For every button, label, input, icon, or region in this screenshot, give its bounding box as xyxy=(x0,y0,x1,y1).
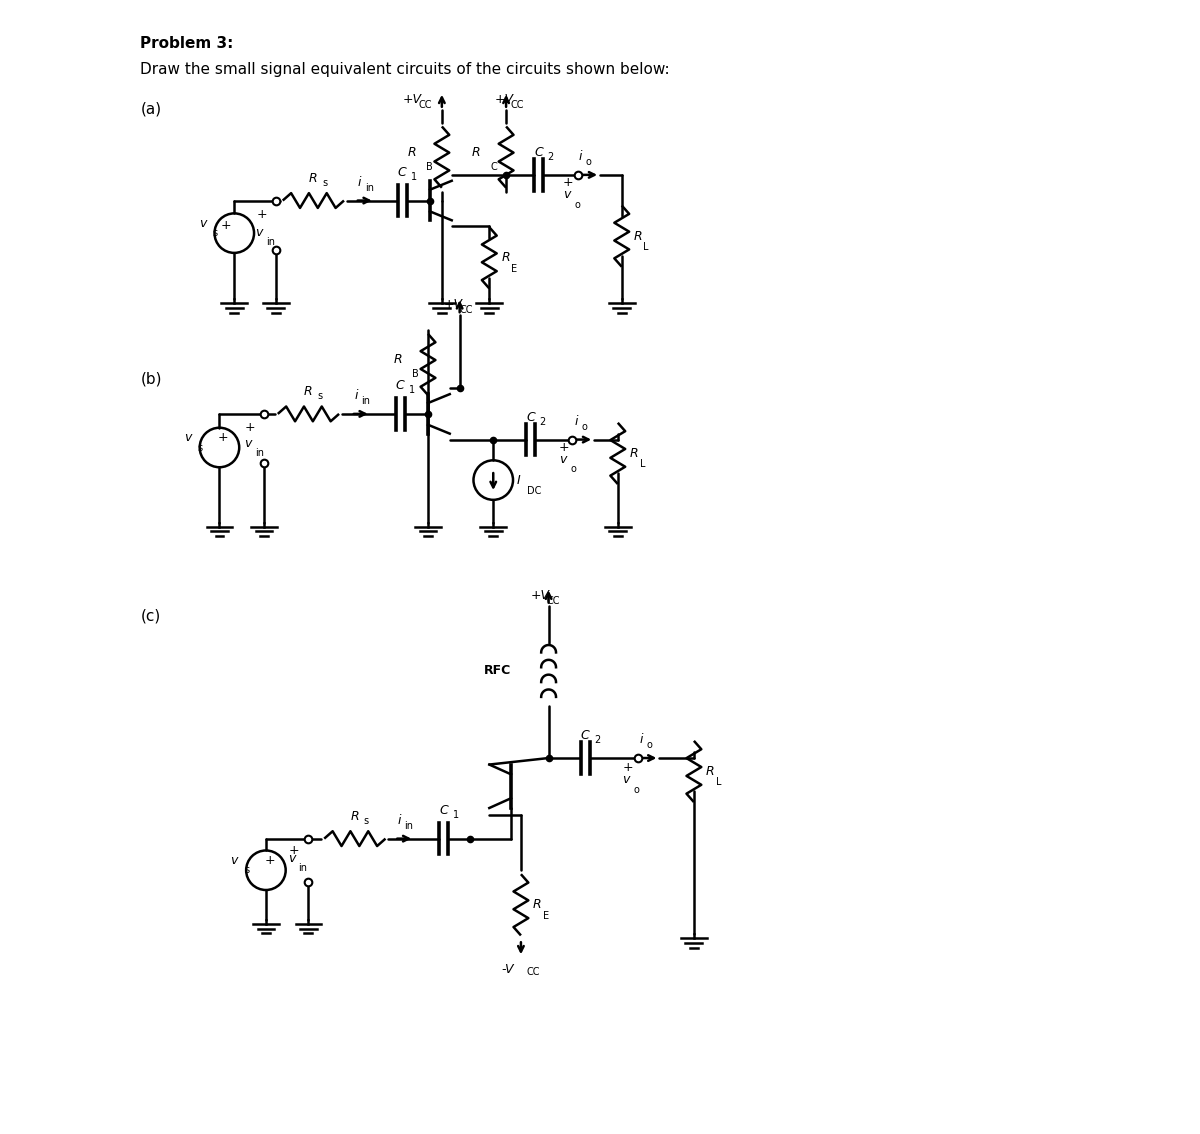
Text: C: C xyxy=(581,729,589,743)
Text: s: s xyxy=(317,391,323,401)
Text: CC: CC xyxy=(460,305,473,315)
Text: R: R xyxy=(394,353,402,366)
Text: E: E xyxy=(511,264,517,273)
Text: o: o xyxy=(586,156,592,167)
Text: v: v xyxy=(230,854,238,866)
Text: v: v xyxy=(184,431,192,445)
Text: R: R xyxy=(533,898,541,912)
Text: v: v xyxy=(288,852,295,865)
Text: s: s xyxy=(212,228,217,238)
Text: i: i xyxy=(397,814,401,827)
Text: +: + xyxy=(218,431,229,445)
Text: C: C xyxy=(439,804,449,816)
Text: C: C xyxy=(398,166,407,179)
Text: v: v xyxy=(622,773,629,786)
Text: i: i xyxy=(578,150,582,163)
Text: +: + xyxy=(245,421,256,434)
Text: in: in xyxy=(361,396,370,406)
Text: R: R xyxy=(304,386,313,398)
Text: o: o xyxy=(575,200,580,210)
Text: B: B xyxy=(426,162,433,172)
Text: R: R xyxy=(502,252,510,264)
Text: +V: +V xyxy=(494,93,514,105)
Text: in: in xyxy=(404,821,413,831)
Text: +: + xyxy=(221,219,232,231)
Text: +: + xyxy=(563,176,574,189)
Text: 1: 1 xyxy=(412,171,418,181)
Text: +: + xyxy=(623,761,632,775)
Text: i: i xyxy=(358,176,361,188)
Text: L: L xyxy=(640,459,646,469)
Text: o: o xyxy=(570,464,576,474)
Text: s: s xyxy=(198,442,203,452)
Text: v: v xyxy=(245,437,252,450)
Text: I: I xyxy=(517,474,521,486)
Text: 2: 2 xyxy=(594,735,600,745)
Text: E: E xyxy=(542,911,548,921)
Text: -V: -V xyxy=(502,963,514,976)
Text: s: s xyxy=(364,815,368,826)
Text: +V: +V xyxy=(530,589,550,601)
Text: (a): (a) xyxy=(140,102,162,117)
Text: C: C xyxy=(534,146,544,159)
Text: Problem 3:: Problem 3: xyxy=(140,35,234,51)
Text: +V: +V xyxy=(402,93,421,105)
Text: s: s xyxy=(244,865,250,875)
Text: i: i xyxy=(575,415,578,428)
Text: +: + xyxy=(559,441,570,454)
Text: L: L xyxy=(715,778,721,787)
Text: +: + xyxy=(257,208,268,221)
Text: +: + xyxy=(288,844,299,857)
Text: R: R xyxy=(706,765,714,778)
Text: CC: CC xyxy=(547,595,560,606)
Text: s: s xyxy=(323,178,328,188)
Text: DC: DC xyxy=(527,486,541,496)
Text: i: i xyxy=(354,389,358,403)
Text: CC: CC xyxy=(418,100,432,110)
Text: o: o xyxy=(647,741,653,750)
Text: Draw the small signal equivalent circuits of the circuits shown below:: Draw the small signal equivalent circuit… xyxy=(140,62,670,77)
Text: C: C xyxy=(527,411,535,424)
Text: (b): (b) xyxy=(140,372,162,387)
Text: v: v xyxy=(563,188,570,201)
Text: o: o xyxy=(634,785,640,795)
Text: (c): (c) xyxy=(140,609,161,624)
Text: 2: 2 xyxy=(547,152,554,162)
Text: in: in xyxy=(299,863,307,873)
Text: C: C xyxy=(396,379,404,392)
Text: B: B xyxy=(412,370,419,380)
Text: o: o xyxy=(581,422,587,432)
Text: in: in xyxy=(256,448,264,458)
Text: 2: 2 xyxy=(540,416,546,426)
Text: L: L xyxy=(643,242,649,252)
Text: v: v xyxy=(559,452,566,466)
Text: i: i xyxy=(640,734,643,746)
Text: +: + xyxy=(264,854,275,866)
Text: v: v xyxy=(256,226,263,238)
Text: R: R xyxy=(630,447,638,460)
Text: R: R xyxy=(408,145,416,159)
Text: C: C xyxy=(491,162,497,172)
Text: CC: CC xyxy=(510,100,523,110)
Text: R: R xyxy=(472,145,480,159)
Text: in: in xyxy=(365,183,373,193)
Text: +V: +V xyxy=(444,298,463,311)
Text: v: v xyxy=(199,217,206,230)
Text: in: in xyxy=(266,237,275,247)
Text: 1: 1 xyxy=(409,386,415,395)
Text: R: R xyxy=(310,171,318,185)
Text: R: R xyxy=(350,810,359,823)
Text: R: R xyxy=(634,229,642,243)
Text: 1: 1 xyxy=(452,810,458,820)
Text: RFC: RFC xyxy=(484,665,511,677)
Text: CC: CC xyxy=(527,967,540,978)
